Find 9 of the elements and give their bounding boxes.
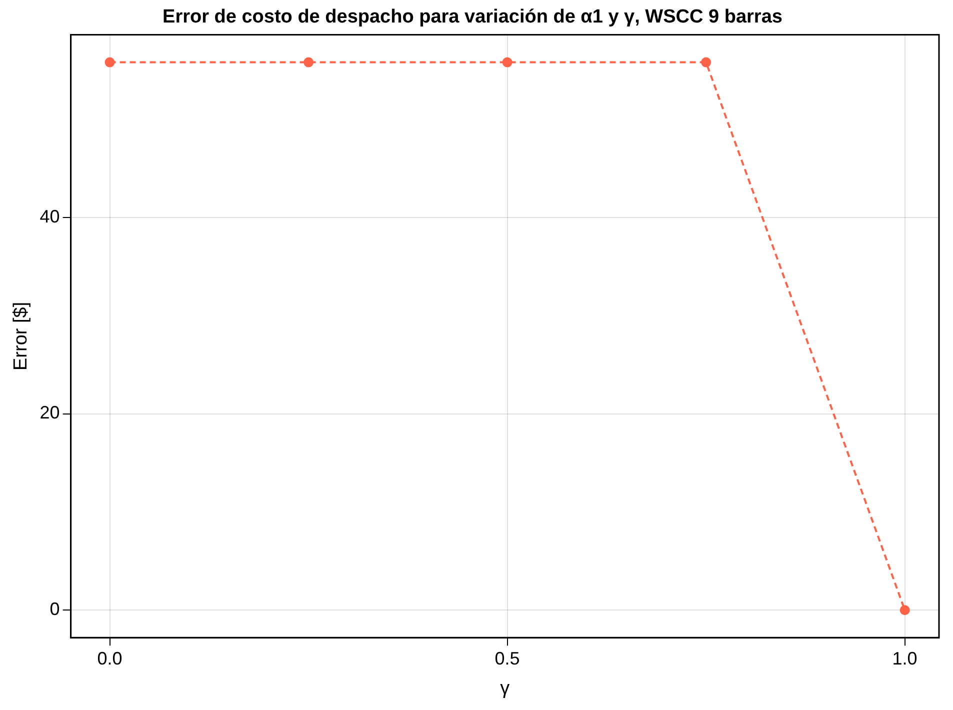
x-tick-label: 1.0 [892, 648, 918, 668]
y-tick-label: 20 [40, 402, 60, 423]
y-axis-title: Error [$] [10, 302, 32, 371]
y-tick-label: 0 [50, 599, 60, 620]
x-tick-label: 0.0 [97, 648, 122, 668]
y-tick-label: 40 [40, 206, 60, 226]
x-tick-label: 0.5 [494, 648, 520, 668]
chart-title: Error de costo de despacho para variación de α1 y γ, WSCC 9 barras [162, 6, 782, 28]
x-axis-title: γ [500, 678, 510, 699]
